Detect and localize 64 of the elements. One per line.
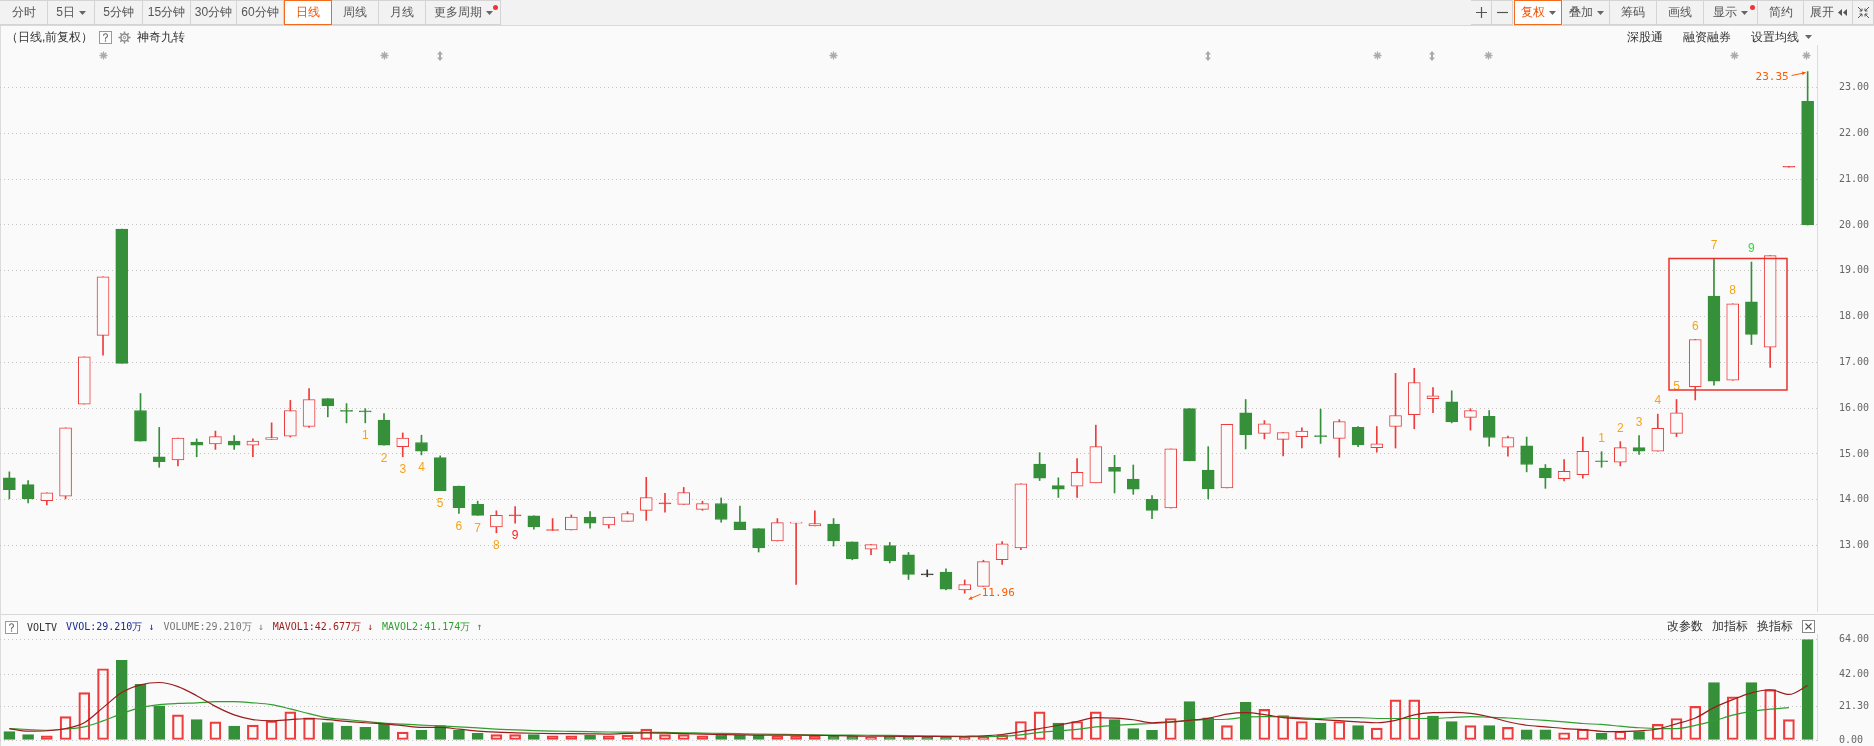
text: VVOL:29.210万 ↓ xyxy=(66,620,155,634)
y-tick-label: 21.30 xyxy=(1839,700,1870,712)
text: MAVOL1:42.677万 ↓ xyxy=(272,620,374,634)
y-tick-label: 64.00 xyxy=(1839,633,1870,645)
text: 7 xyxy=(1710,237,1718,252)
y-tick-label: 14.00 xyxy=(1839,493,1870,505)
text: 9 xyxy=(511,528,519,543)
text: 展开 xyxy=(1809,4,1834,21)
text: 月线 xyxy=(390,4,414,21)
y-tick-label: 21.00 xyxy=(1839,172,1870,184)
text: 分时 xyxy=(11,4,36,21)
y-tick-label: 19.00 xyxy=(1839,264,1870,276)
chart-title: （日线,前复权） xyxy=(6,28,94,46)
text: 筹码 xyxy=(1621,4,1645,21)
y-tick-label: 22.00 xyxy=(1839,126,1870,138)
text: 改参数 xyxy=(1667,617,1703,635)
text: 30分钟 xyxy=(194,4,233,21)
text: 7 xyxy=(474,520,482,535)
chart-title: VOLTV xyxy=(27,621,58,633)
text: 更多周期 xyxy=(433,4,482,21)
text: 画线 xyxy=(1668,4,1692,21)
text: 6 xyxy=(455,518,463,533)
y-tick-label: 0.00 xyxy=(1839,733,1864,745)
y-tick-label: 20.00 xyxy=(1839,218,1870,230)
text: 简约 xyxy=(1768,4,1793,21)
y-tick-label: 18.00 xyxy=(1839,310,1870,322)
text: 2 xyxy=(380,450,388,465)
text: 设置均线 xyxy=(1751,28,1799,46)
text: 60分钟 xyxy=(241,4,279,21)
text: 4 xyxy=(1654,393,1662,408)
text: 6 xyxy=(1691,318,1699,333)
text: 日线 xyxy=(296,4,320,21)
chart-subtitle: 神奇九转 xyxy=(137,28,186,46)
text: 融资融券 xyxy=(1683,28,1731,46)
text: 9 xyxy=(1748,241,1755,256)
text: 叠加 xyxy=(1568,4,1593,21)
text: VOLUME:29.210万 ↓ xyxy=(163,620,264,634)
y-tick-label: 15.00 xyxy=(1839,447,1870,459)
text: 5 xyxy=(436,495,444,510)
text: 2 xyxy=(1616,420,1624,435)
text: 1 xyxy=(1598,431,1605,446)
text: 深股通 xyxy=(1627,28,1663,46)
text: 1 xyxy=(361,428,369,443)
text: 周线 xyxy=(343,4,367,21)
y-tick-label: 42.00 xyxy=(1839,667,1870,679)
text: 8 xyxy=(493,538,500,553)
text: 显示 xyxy=(1713,4,1737,21)
y-tick-label: 23.00 xyxy=(1839,81,1870,93)
y-tick-label: 17.00 xyxy=(1839,355,1870,367)
text: 复权 xyxy=(1520,4,1545,21)
annotation: 23.35 xyxy=(1755,70,1789,84)
text: 5日 xyxy=(56,4,75,21)
text: 8 xyxy=(1729,283,1737,298)
text: 3 xyxy=(1635,414,1643,429)
text: MAVOL2:41.174万 ↑ xyxy=(382,620,483,634)
text: 3 xyxy=(399,462,407,477)
text: 加指标 xyxy=(1712,617,1748,635)
annotation: 11.96 xyxy=(981,586,1015,600)
text: 4 xyxy=(418,460,425,475)
text: 5分钟 xyxy=(103,4,134,21)
y-tick-label: 13.00 xyxy=(1839,539,1870,551)
text: 换指标 xyxy=(1757,617,1793,635)
text: 15分钟 xyxy=(147,4,186,21)
y-tick-label: 16.00 xyxy=(1839,401,1870,413)
